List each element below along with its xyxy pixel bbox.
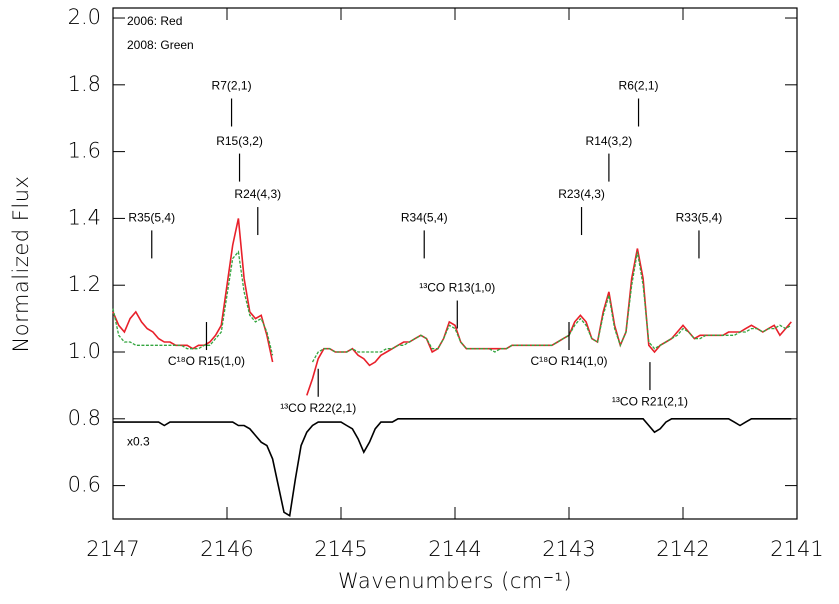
y-tick-label: 0.8 — [68, 406, 101, 430]
y-tick-label: 1.6 — [68, 139, 101, 163]
x-axis-title: Wavenumbers (cm⁻¹) — [338, 569, 572, 593]
x-tick-label: 2144 — [428, 537, 481, 561]
annotation: R6(2,1) — [619, 79, 659, 93]
annotation: R24(4,3) — [234, 187, 281, 201]
y-tick-label: 1.8 — [68, 72, 101, 96]
annotation: R14(3,2) — [586, 134, 633, 148]
annotation: C¹⁸O R15(1,0) — [168, 354, 245, 368]
annotation: R33(5,4) — [676, 211, 723, 225]
x-tick-label: 2141 — [770, 537, 823, 561]
series-line — [112, 250, 792, 363]
series-line — [113, 418, 792, 517]
annotation: C¹⁸O R14(1,0) — [530, 354, 607, 368]
annotation: ¹³CO R13(1,0) — [419, 281, 495, 295]
annotation: R35(5,4) — [128, 211, 175, 225]
y-tick-label: 1.0 — [68, 339, 101, 363]
series-label: x0.3 — [127, 434, 150, 448]
y-tick-label: 2.0 — [68, 5, 101, 29]
y-tick-label: 0.6 — [68, 473, 101, 497]
x-tick-label: 2145 — [314, 537, 367, 561]
series-line — [112, 218, 792, 396]
annotation: R7(2,1) — [212, 79, 252, 93]
annotation: ¹³CO R22(2,1) — [280, 401, 356, 415]
annotation: ¹³CO R21(2,1) — [612, 394, 688, 408]
x-tick-label: 2146 — [200, 537, 253, 561]
y-axis-title: Normalized Flux — [9, 176, 33, 353]
y-tick-label: 1.2 — [68, 272, 101, 296]
legend-text: 2006: Red — [127, 14, 182, 28]
annotation: R34(5,4) — [401, 211, 448, 225]
y-tick-label: 1.4 — [68, 205, 101, 229]
x-tick-label: 2147 — [86, 537, 139, 561]
x-tick-label: 2143 — [542, 537, 595, 561]
legend-text: 2008: Green — [127, 38, 194, 52]
x-tick-label: 2142 — [656, 537, 709, 561]
annotation: R15(3,2) — [216, 134, 263, 148]
annotation: R23(4,3) — [558, 187, 605, 201]
